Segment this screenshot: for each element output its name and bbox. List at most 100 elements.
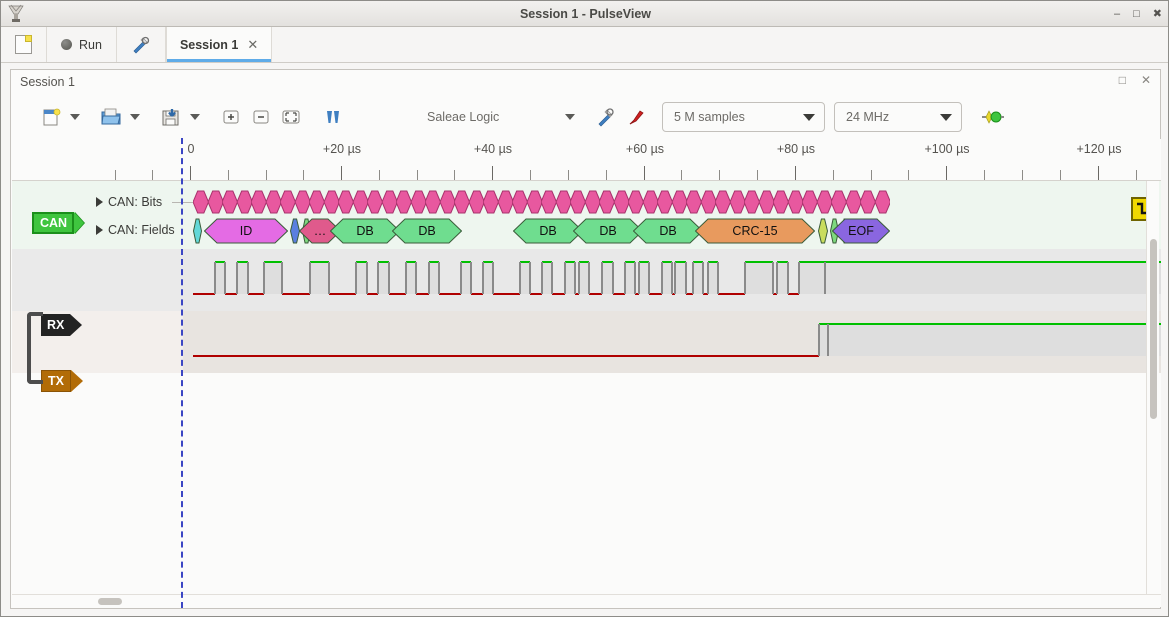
expander-fields-icon[interactable] <box>96 225 103 235</box>
can-field-annotation[interactable]: CRC-15 <box>695 218 815 244</box>
zoom-in-button[interactable] <box>216 102 246 132</box>
vertical-scrollbar-thumb[interactable] <box>1150 239 1157 419</box>
open-file-dropdown[interactable] <box>126 102 144 132</box>
save-button[interactable] <box>156 102 186 132</box>
can-bit-annotation[interactable] <box>280 190 296 214</box>
can-field-annotation[interactable] <box>818 218 828 244</box>
can-bit-annotation[interactable] <box>338 190 354 214</box>
float-button[interactable]: □ <box>1118 73 1126 87</box>
close-button[interactable]: ✖ <box>1152 7 1162 20</box>
can-bit-annotation[interactable] <box>381 190 398 214</box>
can-bit-annotation[interactable] <box>497 190 514 214</box>
can-bit-annotation[interactable] <box>294 190 311 214</box>
can-field-annotation[interactable]: DB <box>330 218 400 244</box>
can-field-annotation[interactable]: EOF <box>832 218 890 244</box>
decoder-chip-can[interactable]: CAN <box>32 212 85 234</box>
can-field-annotation[interactable]: DB <box>573 218 643 244</box>
can-bit-annotation[interactable] <box>831 190 847 214</box>
can-bit-annotation[interactable] <box>410 190 427 214</box>
can-bit-annotation[interactable] <box>193 190 209 214</box>
can-bit-annotation[interactable] <box>671 190 688 214</box>
zoom-fit-button[interactable] <box>276 102 306 132</box>
can-bit-annotation[interactable] <box>454 190 470 214</box>
can-bit-annotation[interactable] <box>686 190 702 214</box>
can-bit-annotation[interactable] <box>584 190 601 214</box>
can-bit-annotation[interactable] <box>483 190 499 214</box>
can-bit-annotation[interactable] <box>468 190 485 214</box>
can-bit-annotation[interactable] <box>541 190 557 214</box>
can-bit-annotation[interactable] <box>207 190 224 214</box>
waveform-edge <box>707 262 709 294</box>
can-bit-annotation[interactable] <box>744 190 760 214</box>
can-bit-annotation[interactable] <box>599 190 615 214</box>
can-bit-annotation[interactable] <box>309 190 325 214</box>
can-bit-annotation[interactable] <box>425 190 441 214</box>
can-bit-annotation[interactable] <box>323 190 340 214</box>
sample-count-selector[interactable]: 5 M samples <box>662 102 825 132</box>
can-bit-annotation[interactable] <box>265 190 282 214</box>
horizontal-scrollbar[interactable] <box>12 594 1161 607</box>
can-bit-annotation[interactable] <box>729 190 746 214</box>
can-bit-annotation[interactable] <box>874 190 891 214</box>
can-bit-annotation[interactable] <box>570 190 586 214</box>
channel-chip-tx[interactable]: TX <box>41 370 83 392</box>
can-bit-annotation[interactable] <box>222 190 238 214</box>
can-bit-annotation[interactable] <box>352 190 369 214</box>
expander-bits-icon[interactable] <box>96 197 103 207</box>
session-tab[interactable]: Session 1 ✕ <box>165 27 273 62</box>
can-bit-annotation[interactable] <box>555 190 572 214</box>
open-file-button[interactable] <box>96 102 126 132</box>
maximize-button[interactable]: □ <box>1133 7 1140 20</box>
can-bit-annotation[interactable] <box>526 190 543 214</box>
can-bit-annotation[interactable] <box>628 190 644 214</box>
save-dropdown[interactable] <box>186 102 204 132</box>
can-bit-annotation[interactable] <box>816 190 833 214</box>
show-cursors-button[interactable] <box>318 102 348 132</box>
new-session-button[interactable] <box>36 102 66 132</box>
horizontal-scrollbar-thumb[interactable] <box>98 598 122 605</box>
decoder-row-label-fields[interactable]: CAN: Fields <box>108 223 175 237</box>
vertical-scrollbar[interactable] <box>1146 181 1159 597</box>
session-tab-close-icon[interactable]: ✕ <box>247 36 259 52</box>
time-ruler[interactable]: 0 +20 µs +40 µs +60 µs +80 µs +100 µs +120 µs <box>12 139 1161 181</box>
can-bit-annotation[interactable] <box>657 190 673 214</box>
can-field-annotation[interactable]: DB <box>392 218 462 244</box>
can-bit-annotation[interactable] <box>512 190 528 214</box>
close-button[interactable]: ✕ <box>1140 73 1151 87</box>
run-button[interactable]: Run <box>47 27 117 62</box>
can-field-annotation[interactable] <box>193 218 202 244</box>
can-bit-annotation[interactable] <box>439 190 456 214</box>
run-stop-icon <box>61 39 72 50</box>
channel-group-bracket[interactable] <box>27 312 43 384</box>
can-bit-annotation[interactable] <box>860 190 876 214</box>
can-bit-annotation[interactable] <box>642 190 659 214</box>
can-bit-annotation[interactable] <box>715 190 731 214</box>
probe-button[interactable] <box>622 102 652 132</box>
device-selector[interactable]: Saleae Logic <box>416 102 584 132</box>
ruler-minor-tick <box>1136 170 1137 180</box>
new-session-button[interactable] <box>1 27 47 62</box>
decoder-row-label-bits[interactable]: CAN: Bits <box>108 195 163 209</box>
minimize-button[interactable]: – <box>1114 7 1121 20</box>
can-bit-annotation[interactable] <box>802 190 818 214</box>
zoom-out-button[interactable] <box>246 102 276 132</box>
device-settings-button[interactable] <box>592 102 622 132</box>
time-cursor-zero[interactable] <box>181 138 183 608</box>
can-bit-annotation[interactable] <box>251 190 267 214</box>
can-field-annotation[interactable]: DB <box>633 218 703 244</box>
new-session-dropdown[interactable] <box>66 102 84 132</box>
can-bit-annotation[interactable] <box>845 190 862 214</box>
channel-chip-rx[interactable]: RX <box>41 314 83 336</box>
can-bit-annotation[interactable] <box>367 190 383 214</box>
settings-button[interactable] <box>117 27 166 62</box>
can-bit-annotation[interactable] <box>787 190 804 214</box>
can-bit-annotation[interactable] <box>773 190 789 214</box>
can-bit-annotation[interactable] <box>236 190 253 214</box>
can-bit-annotation[interactable] <box>613 190 630 214</box>
can-field-annotation[interactable]: ID <box>204 218 288 244</box>
trace-viewport[interactable]: ID … DB DB DB DB DB CRC-15 EOF CAN: Bits CAN: Fi… <box>12 181 1161 597</box>
can-bit-annotation[interactable] <box>396 190 412 214</box>
can-bit-annotation[interactable] <box>700 190 717 214</box>
sample-rate-selector[interactable]: 24 MHz <box>834 102 962 132</box>
can-bit-annotation[interactable] <box>758 190 775 214</box>
